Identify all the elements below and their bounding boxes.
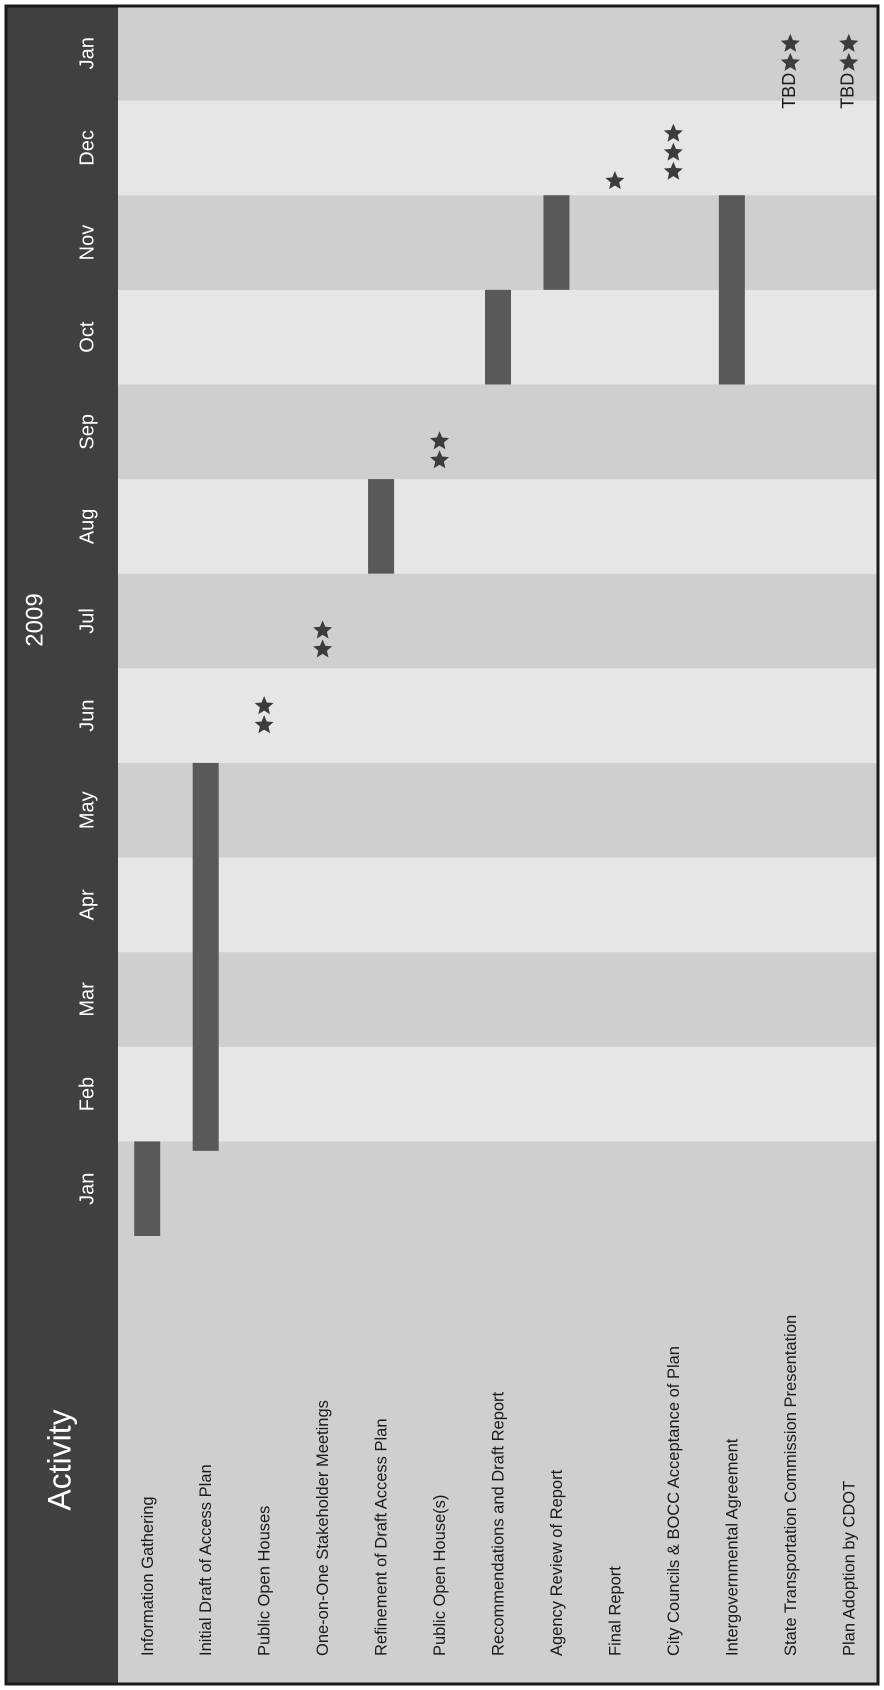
milestone-star-icon (780, 33, 800, 52)
month-band (118, 573, 878, 669)
activity-label: Intergovernmental Agreement (723, 1438, 741, 1656)
month-label-mar: Mar (76, 982, 98, 1017)
schedule-bar (368, 479, 395, 574)
activity-label: Final Report (606, 1566, 624, 1656)
schedule-bar (543, 195, 570, 290)
activity-label: Initial Draft of Access Plan (197, 1464, 215, 1656)
header-year-label: 2009 (21, 593, 48, 646)
activity-label: Recommendations and Draft Report (490, 1391, 508, 1656)
month-label-jun: Jun (76, 699, 98, 731)
month-label-nov: Nov (76, 225, 98, 261)
schedule-bar (134, 1141, 161, 1236)
milestone-star-icon (430, 431, 450, 450)
month-band (118, 952, 878, 1047)
activity-label: State Transportation Commission Presenta… (782, 1315, 800, 1656)
milestone-star-icon (605, 171, 625, 190)
month-band (118, 100, 878, 196)
activity-label: Plan Adoption by CDOT (840, 1481, 858, 1656)
activity-label: Refinement of Draft Access Plan (373, 1418, 391, 1656)
chart-border (4, 4, 880, 1686)
month-label-jan: Jan (76, 37, 98, 69)
month-label-jan: Jan (76, 1173, 98, 1205)
activity-label-area (118, 1236, 878, 1684)
milestone-star-icon (663, 161, 683, 180)
milestone-star-icon (839, 33, 859, 52)
month-label-may: May (76, 791, 98, 829)
month-band (118, 857, 878, 953)
activity-label: Agency Review of Report (548, 1469, 566, 1656)
month-label-aug: Aug (76, 509, 98, 545)
milestone-star-icon (839, 52, 859, 71)
milestone-star-icon (254, 715, 274, 734)
month-band (118, 384, 878, 480)
header-strip (6, 6, 118, 1684)
schedule-bar (192, 762, 219, 1151)
month-band (118, 668, 878, 763)
month-band (118, 6, 878, 101)
month-band (118, 762, 878, 858)
month-label-oct: Oct (76, 321, 98, 353)
milestone-star-icon (780, 52, 800, 71)
activity-label: One-on-One Stakeholder Meetings (314, 1400, 332, 1656)
milestone-star-icon (430, 450, 450, 469)
header-activity-title: Activity (41, 1409, 77, 1510)
month-label-sep: Sep (76, 414, 98, 450)
milestone-star-icon (254, 696, 274, 715)
milestone-star-icon (663, 123, 683, 142)
schedule-bar (485, 289, 511, 385)
month-band (118, 1046, 878, 1142)
month-band (118, 479, 878, 574)
month-label-jul: Jul (76, 608, 98, 634)
month-band (118, 195, 878, 290)
month-label-apr: Apr (76, 889, 98, 920)
milestone-star-icon (663, 142, 683, 161)
month-label-feb: Feb (76, 1077, 98, 1111)
activity-label: Information Gathering (139, 1496, 157, 1656)
activity-label: City Councils & BOCC Acceptance of Plan (665, 1346, 683, 1656)
tbd-note: TBD (779, 73, 799, 109)
milestone-star-icon (313, 639, 333, 658)
month-band (118, 1141, 878, 1236)
milestone-star-icon (313, 620, 333, 639)
schedule-bar (718, 195, 745, 385)
activity-label: Public Open Houses (256, 1506, 274, 1656)
tbd-note: TBD (838, 73, 858, 109)
month-label-dec: Dec (76, 130, 98, 166)
activity-label: Public Open House(s) (431, 1495, 449, 1656)
